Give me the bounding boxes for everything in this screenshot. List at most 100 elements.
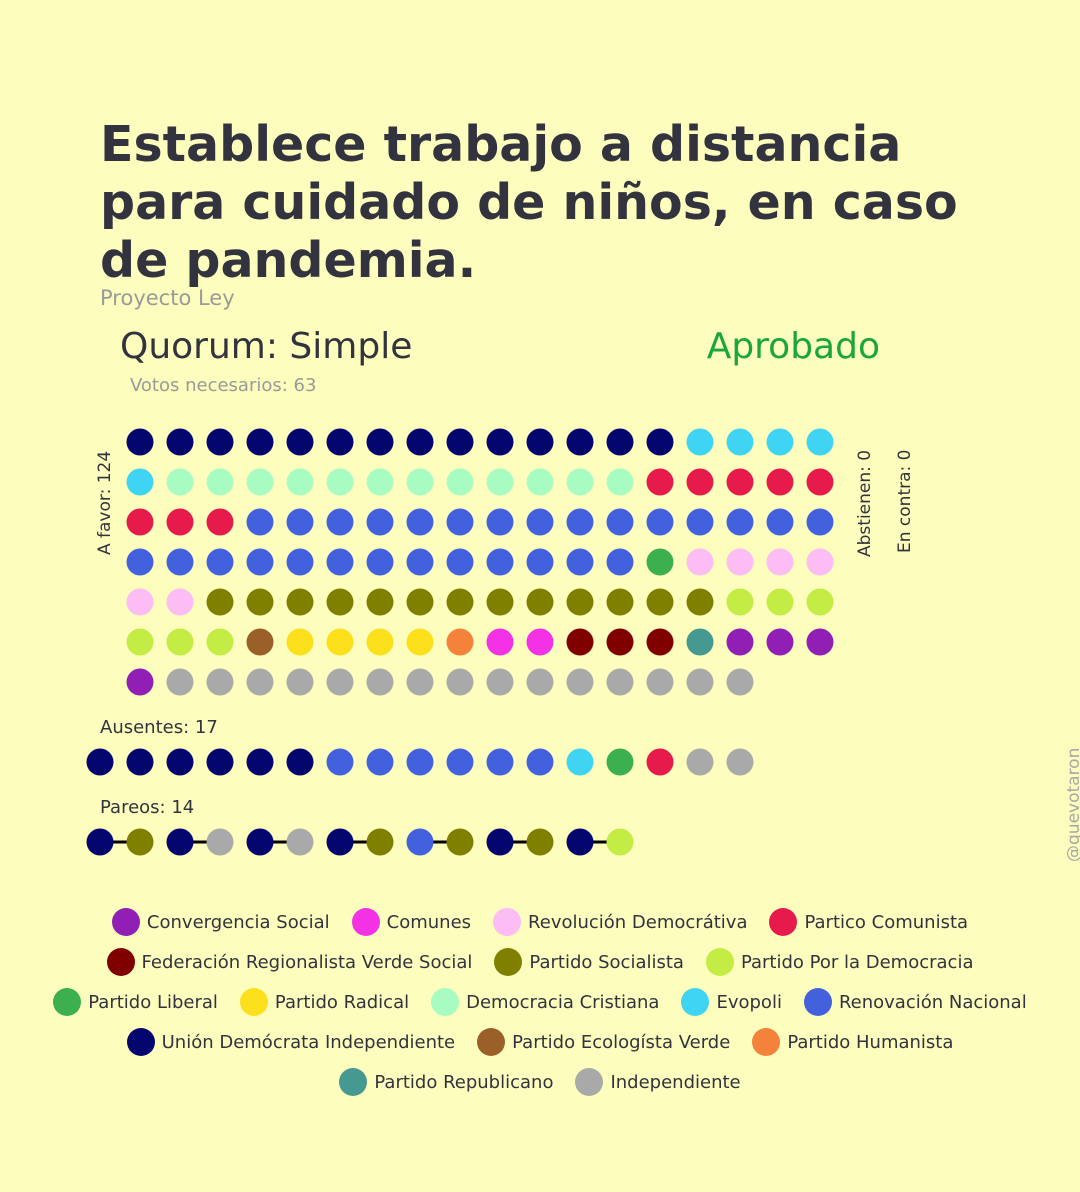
favor-vote-dot	[806, 588, 834, 616]
favor-vote-dot	[166, 548, 194, 576]
favor-vote-dot	[126, 548, 154, 576]
legend-label: Partido Republicano	[374, 1071, 554, 1093]
favor-vote-dot	[446, 428, 474, 456]
favor-vote-dot	[206, 668, 234, 696]
legend-row: Partido Republicano Independiente	[0, 1062, 1080, 1102]
favor-vote-dot	[606, 468, 634, 496]
favor-vote-dot	[566, 628, 594, 656]
favor-vote-dot	[126, 508, 154, 536]
legend-item: Revolución Democrátiva	[493, 908, 747, 936]
paired-dot	[86, 828, 114, 856]
legend-label: Partido Liberal	[88, 991, 218, 1013]
favor-vote-dot	[486, 508, 514, 536]
paired-dot	[126, 828, 154, 856]
favor-vote-dot	[446, 588, 474, 616]
legend-label: Independiente	[610, 1071, 741, 1093]
favor-vote-dot	[406, 508, 434, 536]
favor-vote-dot	[246, 548, 274, 576]
paired-dot	[206, 828, 234, 856]
favor-vote-dot	[206, 548, 234, 576]
legend-label: Partido Socialista	[529, 951, 684, 973]
legend-swatch	[239, 988, 268, 1016]
favor-vote-dot	[366, 468, 394, 496]
favor-vote-dot	[206, 588, 234, 616]
favor-vote-dot	[126, 628, 154, 656]
favor-vote-dot	[206, 468, 234, 496]
favor-vote-dot	[486, 548, 514, 576]
favor-vote-dot	[166, 428, 194, 456]
favor-vote-dot	[726, 428, 754, 456]
favor-vote-dot	[566, 468, 594, 496]
paired-dot	[486, 828, 514, 856]
legend-item: Renovación Nacional	[803, 988, 1027, 1016]
absent-dot	[566, 748, 594, 776]
result-label: Aprobado	[706, 326, 880, 367]
absent-dot	[286, 748, 314, 776]
absent-dot	[606, 748, 634, 776]
favor-vote-dot	[286, 508, 314, 536]
legend-item: Partido Radical	[239, 988, 410, 1016]
favor-vote-dot	[806, 548, 834, 576]
paired-dot	[566, 828, 594, 856]
favor-vote-dot	[566, 428, 594, 456]
paired-dot	[606, 828, 634, 856]
legend-row: Partido Liberal Partido Radical Democracia…	[0, 982, 1080, 1022]
legend-label: Partido Ecologísta Verde	[512, 1031, 731, 1053]
favor-vote-dot	[326, 428, 354, 456]
favor-vote-dot	[566, 548, 594, 576]
favor-vote-dot	[806, 428, 834, 456]
favor-vote-dot	[686, 428, 714, 456]
favor-vote-dot	[366, 588, 394, 616]
favor-vote-dot	[406, 588, 434, 616]
favor-vote-dot	[166, 508, 194, 536]
favor-vote-dot	[526, 508, 554, 536]
absent-dot	[206, 748, 234, 776]
favor-vote-dot	[526, 428, 554, 456]
favor-vote-dot	[126, 588, 154, 616]
legend-label: Partido Radical	[274, 991, 410, 1013]
chart-subtitle: Proyecto Ley	[100, 286, 235, 310]
favor-vote-dot	[526, 548, 554, 576]
favor-vote-dot	[166, 628, 194, 656]
favor-vote-dot	[646, 508, 674, 536]
legend-swatch	[351, 908, 380, 936]
legend-label: Partido Por la Democracia	[740, 951, 974, 973]
favor-vote-dot	[526, 588, 554, 616]
favor-vote-dot	[286, 588, 314, 616]
legend-label: Evopoli	[716, 991, 782, 1013]
legend-swatch	[431, 988, 460, 1016]
favor-vote-dot	[526, 468, 554, 496]
favor-vote-dot	[486, 588, 514, 616]
legend-item: Partido Por la Democracia	[705, 948, 974, 976]
favor-vote-dot	[686, 508, 714, 536]
favor-vote-dot	[366, 428, 394, 456]
favor-vote-dot	[326, 548, 354, 576]
legend-label: Partido Humanista	[787, 1031, 954, 1053]
favor-vote-dot	[406, 468, 434, 496]
favor-vote-dot	[126, 428, 154, 456]
legend-item: Democracia Cristiana	[431, 988, 659, 1016]
absent-dot	[246, 748, 274, 776]
legend-label: Democracia Cristiana	[466, 991, 660, 1013]
legend-swatch	[477, 1028, 506, 1056]
favor-vote-dot	[446, 508, 474, 536]
legend-item: Convergencia Social	[111, 908, 330, 936]
legend-swatch	[752, 1028, 781, 1056]
favor-vote-dot	[286, 428, 314, 456]
paired-dot	[166, 828, 194, 856]
absent-dot	[366, 748, 394, 776]
legend-item: Partido Ecologísta Verde	[477, 1028, 730, 1056]
absent-dot	[486, 748, 514, 776]
favor-vote-dot	[526, 628, 554, 656]
favor-vote-dot	[726, 668, 754, 696]
watermark: @quevotaron	[1064, 747, 1080, 862]
favor-vote-dot	[766, 628, 794, 656]
favor-vote-dot	[686, 548, 714, 576]
favor-vote-dot	[366, 508, 394, 536]
favor-vote-dot	[766, 468, 794, 496]
favor-vote-dot	[686, 668, 714, 696]
legend-item: Federación Regionalista Verde Social	[106, 948, 472, 976]
favor-vote-dot	[646, 628, 674, 656]
favor-vote-dot	[766, 428, 794, 456]
favor-vote-dot	[726, 508, 754, 536]
